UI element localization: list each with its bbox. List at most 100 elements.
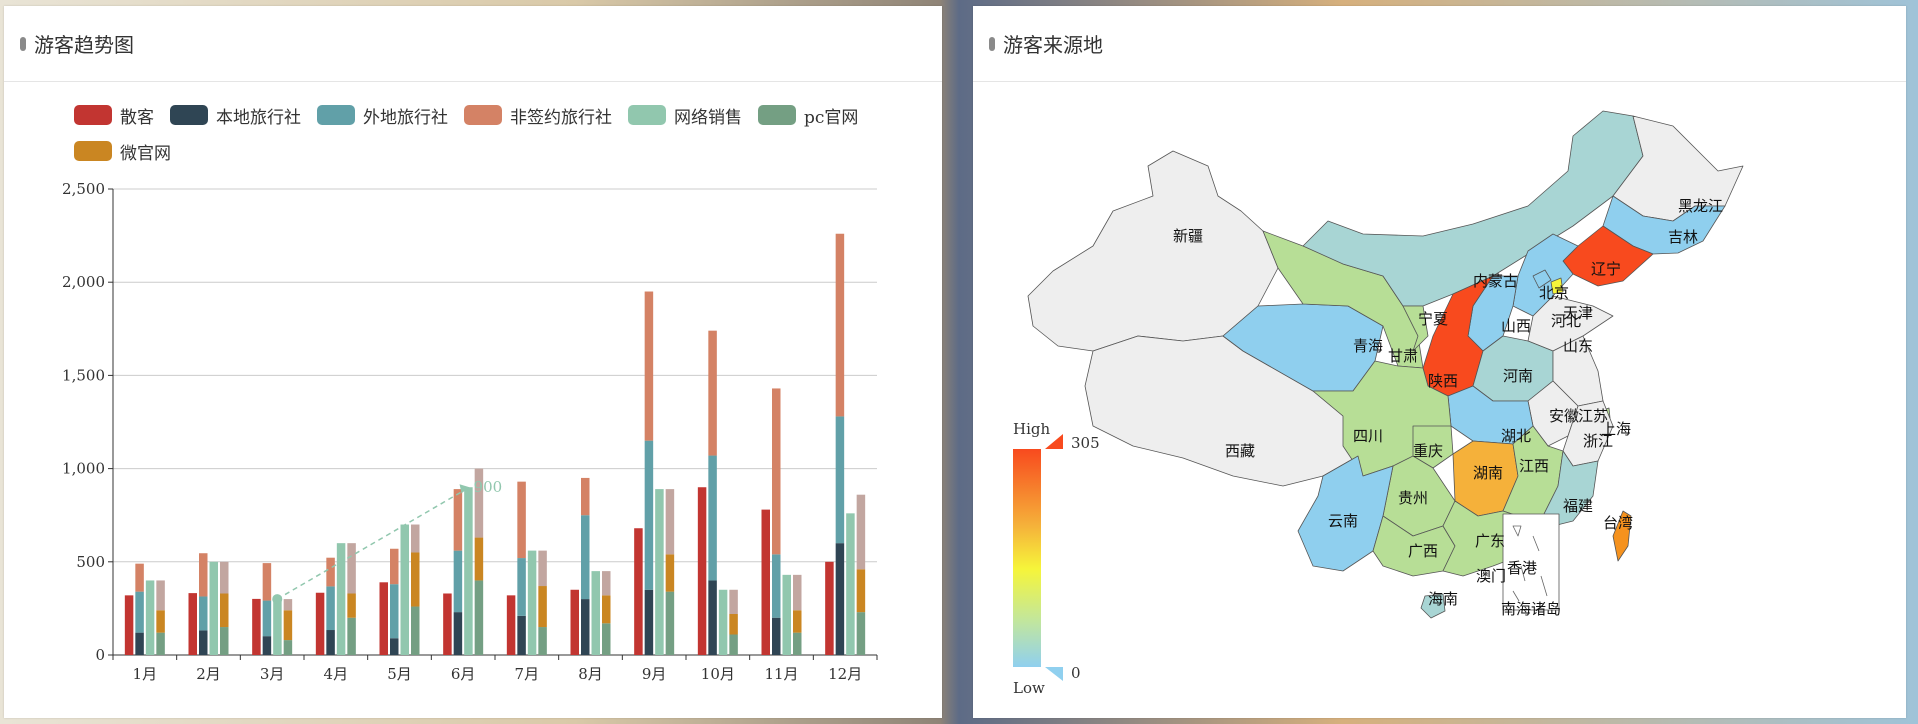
visual-map-low-label: Low (1013, 679, 1045, 697)
map-region-label: 青海 (1353, 337, 1383, 355)
legend-item[interactable]: 本地旅行社 (170, 102, 301, 128)
bar-pc官网-top (156, 580, 165, 611)
panel-header: 游客趋势图 (4, 6, 942, 82)
bar-网络销售 (846, 513, 855, 655)
map-region-label: 湖南 (1473, 464, 1503, 482)
bar-外地旅行社 (326, 586, 335, 631)
bar-外地旅行社 (644, 440, 654, 590)
legend-label: 网络销售 (674, 107, 742, 128)
panel-title: 游客趋势图 (34, 33, 134, 57)
y-tick-label: 1,500 (62, 366, 105, 384)
map-region-label: 山西 (1501, 317, 1531, 335)
bar-pc官网 (538, 627, 547, 655)
map-region-label: 上海 (1601, 420, 1631, 438)
map-region-beijing[interactable] (1532, 269, 1552, 289)
map-region-label: 云南 (1328, 512, 1358, 530)
legend-item[interactable]: 外地旅行社 (317, 102, 448, 128)
map-region-label: 黑龙江 (1678, 197, 1723, 215)
map-region-label: 台湾 (1603, 514, 1633, 532)
map-region-label: 北京 (1539, 284, 1569, 302)
bar-网络销售 (464, 487, 473, 655)
bar-pc官网-top (856, 494, 866, 570)
bar-pc官网-top (220, 561, 229, 594)
bar-微官网 (220, 593, 229, 628)
bar-非签约旅行社 (644, 291, 654, 441)
bar-网络销售 (655, 489, 664, 655)
bar-散客 (697, 487, 707, 655)
bar-散客 (315, 592, 325, 655)
bar-外地旅行社 (199, 596, 208, 631)
visual-map-gradient-bar (1013, 449, 1041, 667)
legend-label: 散客 (120, 107, 154, 128)
map-region-label: 甘肃 (1388, 347, 1418, 365)
bar-本地旅行社 (135, 632, 144, 655)
map-region-tianjin[interactable] (1550, 277, 1564, 295)
bar-微官网 (156, 610, 165, 633)
x-tick-label: 4月 (324, 665, 349, 683)
map-region-chongqing[interactable] (1412, 425, 1454, 469)
x-tick-label: 10月 (701, 665, 735, 683)
map-region-label: 陕西 (1428, 372, 1458, 390)
bar-网络销售 (782, 574, 791, 655)
map-region-label: 新疆 (1173, 227, 1203, 245)
bar-pc官网-top (347, 543, 356, 594)
map-region-qinghai[interactable] (1222, 303, 1384, 392)
bar-外地旅行社 (262, 600, 272, 637)
map-region-label: 辽宁 (1591, 260, 1621, 278)
map-region-label: 海南 (1428, 590, 1458, 608)
map-region-label: 宁夏 (1418, 310, 1448, 328)
bar-散客 (124, 595, 134, 655)
map-region-taiwan[interactable] (1612, 510, 1632, 562)
bar-pc官网 (474, 580, 484, 655)
visual-map[interactable]: High 305 0 Low (1013, 420, 1100, 697)
bar-pc官网-top (793, 574, 802, 611)
map-region-label: 重庆 (1413, 442, 1443, 460)
bar-散客 (570, 589, 579, 655)
y-tick-label: 500 (76, 553, 105, 571)
visual-map-max-handle[interactable] (1045, 434, 1063, 449)
bar-pc官网 (602, 623, 611, 655)
x-tick-label: 2月 (196, 665, 221, 683)
panel-header: 游客来源地 (973, 6, 1906, 82)
map-region-hainan[interactable] (1420, 593, 1446, 619)
legend-item[interactable]: 散客 (74, 102, 154, 128)
bar-网络销售 (336, 543, 346, 655)
bar-非签约旅行社 (581, 477, 590, 516)
legend-label: 非签约旅行社 (510, 107, 612, 128)
map-region-label: 广东 (1475, 532, 1505, 550)
y-tick-label: 2,000 (62, 273, 105, 291)
bar-网络销售 (527, 550, 537, 655)
map-region-label: 澳门 (1476, 567, 1506, 585)
bar-本地旅行社 (581, 599, 590, 655)
panel-title: 游客来源地 (1003, 33, 1103, 57)
map-region-label: 山东 (1563, 337, 1593, 355)
bar-pc官网-top (538, 550, 547, 587)
legend-item[interactable]: 非签约旅行社 (464, 102, 612, 128)
map-region-yunnan[interactable] (1297, 455, 1394, 572)
map-region-label: 南海诸岛 (1501, 600, 1561, 618)
annotation-label: 900 (474, 478, 503, 496)
bar-本地旅行社 (326, 630, 335, 655)
legend-label: 外地旅行社 (363, 107, 448, 128)
bar-pc官网 (729, 634, 738, 655)
legend-item[interactable]: 网络销售 (628, 102, 742, 128)
bar-非签约旅行社 (326, 557, 335, 587)
map-region-ningxia[interactable] (1402, 305, 1429, 352)
bar-微官网 (793, 610, 802, 633)
legend-item[interactable]: pc官网 (758, 102, 858, 128)
bar-本地旅行社 (708, 580, 717, 655)
bar-网络销售 (718, 589, 728, 655)
bar-外地旅行社 (581, 515, 590, 600)
bar-微官网 (474, 537, 484, 581)
legend-label: 本地旅行社 (216, 107, 301, 128)
visual-map-min-handle[interactable] (1045, 667, 1063, 681)
map-region-label: 内蒙古 (1473, 272, 1518, 290)
x-tick-label: 7月 (515, 665, 540, 683)
bar-pc官网-top (729, 589, 738, 614)
bar-网络销售 (209, 561, 218, 655)
legend-swatch-icon (317, 105, 355, 125)
bar-本地旅行社 (199, 630, 208, 655)
map-region-label: 广西 (1408, 542, 1438, 560)
legend-swatch-icon (758, 105, 796, 125)
legend-item[interactable]: 微官网 (74, 138, 171, 164)
